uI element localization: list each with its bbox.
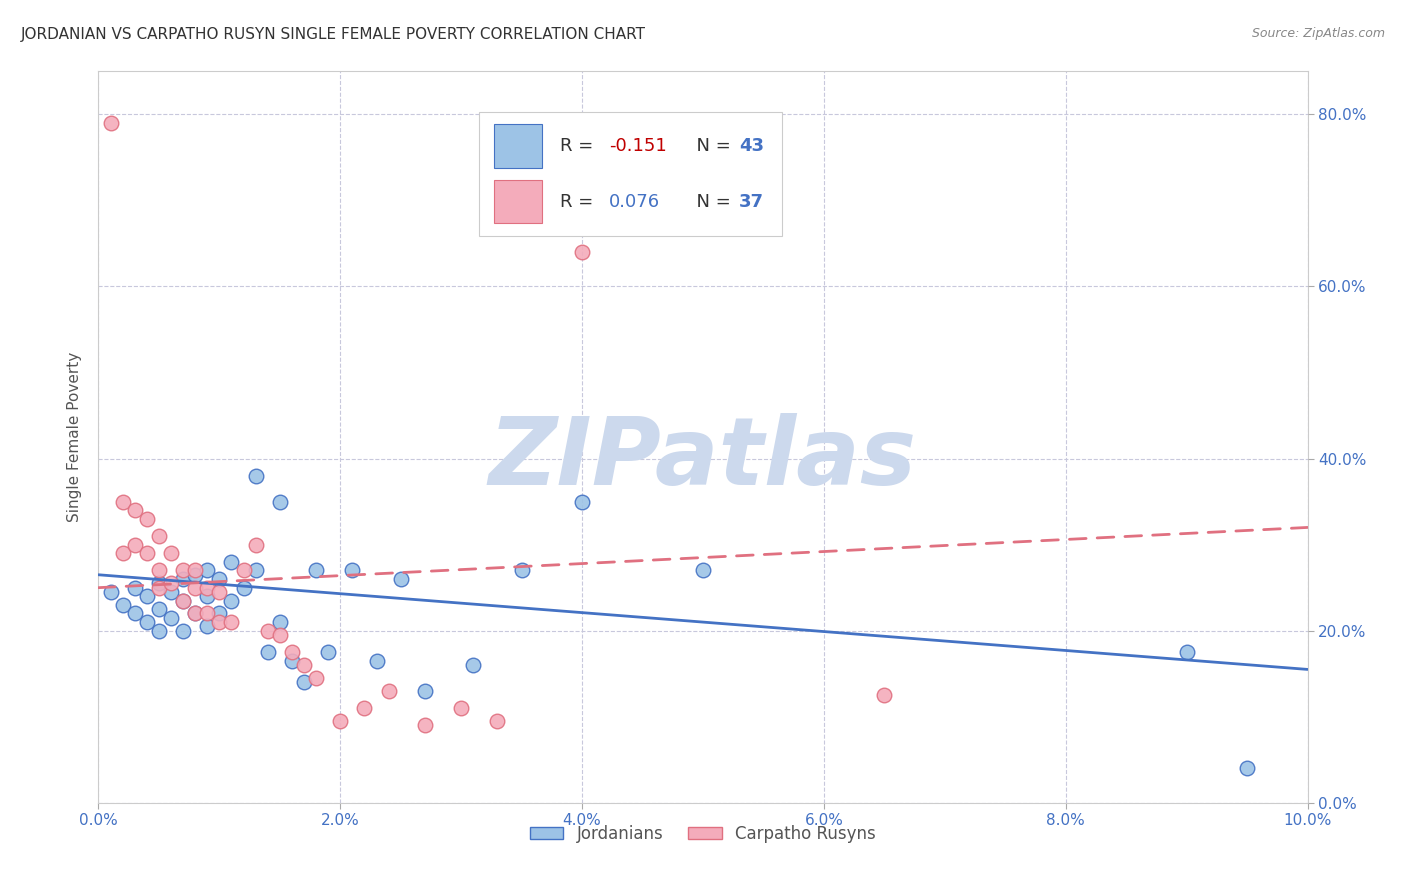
Point xyxy=(208,615,231,629)
Point xyxy=(510,564,533,578)
Point xyxy=(124,503,146,517)
Point xyxy=(135,589,157,603)
Point xyxy=(389,572,412,586)
Point xyxy=(281,645,304,659)
Point xyxy=(160,576,183,591)
Point xyxy=(124,538,146,552)
Point xyxy=(463,658,485,673)
Point xyxy=(256,645,278,659)
FancyBboxPatch shape xyxy=(479,112,782,235)
Point xyxy=(124,607,146,621)
Point xyxy=(184,567,207,582)
Point xyxy=(100,116,122,130)
Point xyxy=(172,593,194,607)
Point xyxy=(172,572,194,586)
Point xyxy=(269,494,291,508)
Point xyxy=(413,684,436,698)
Point xyxy=(184,607,207,621)
Point xyxy=(221,615,243,629)
Text: 43: 43 xyxy=(740,136,765,154)
Point xyxy=(342,564,364,578)
Point xyxy=(232,564,254,578)
Point xyxy=(245,468,267,483)
Point xyxy=(208,585,231,599)
Point xyxy=(873,688,896,702)
Point xyxy=(232,581,254,595)
Point xyxy=(245,538,267,552)
Text: 0.076: 0.076 xyxy=(609,193,659,211)
Point xyxy=(111,598,134,612)
Point xyxy=(160,546,183,560)
Text: R =: R = xyxy=(561,136,599,154)
Point xyxy=(111,494,134,508)
FancyBboxPatch shape xyxy=(494,124,543,168)
Text: -0.151: -0.151 xyxy=(609,136,666,154)
Point xyxy=(160,611,183,625)
Text: ZIPatlas: ZIPatlas xyxy=(489,413,917,505)
Point xyxy=(221,593,243,607)
Point xyxy=(135,512,157,526)
Point xyxy=(571,245,593,260)
Point xyxy=(208,607,231,621)
Point xyxy=(269,615,291,629)
Point xyxy=(124,581,146,595)
FancyBboxPatch shape xyxy=(494,179,543,224)
Point xyxy=(148,564,170,578)
Point xyxy=(172,624,194,638)
Point xyxy=(172,564,194,578)
Point xyxy=(329,714,352,728)
Point xyxy=(316,645,339,659)
Point xyxy=(195,581,218,595)
Point xyxy=(148,529,170,543)
Text: N =: N = xyxy=(685,193,737,211)
Text: JORDANIAN VS CARPATHO RUSYN SINGLE FEMALE POVERTY CORRELATION CHART: JORDANIAN VS CARPATHO RUSYN SINGLE FEMAL… xyxy=(21,27,647,42)
Y-axis label: Single Female Poverty: Single Female Poverty xyxy=(67,352,83,522)
Point xyxy=(1175,645,1198,659)
Point xyxy=(135,615,157,629)
Point xyxy=(172,593,194,607)
Point xyxy=(195,607,218,621)
Point xyxy=(353,701,375,715)
Text: 37: 37 xyxy=(740,193,765,211)
Point xyxy=(135,546,157,560)
Point xyxy=(450,701,472,715)
Point xyxy=(184,564,207,578)
Point xyxy=(111,546,134,560)
Text: Source: ZipAtlas.com: Source: ZipAtlas.com xyxy=(1251,27,1385,40)
Point xyxy=(1236,761,1258,775)
Point xyxy=(148,624,170,638)
Text: N =: N = xyxy=(685,136,737,154)
Point xyxy=(208,572,231,586)
Point xyxy=(305,564,328,578)
Legend: Jordanians, Carpatho Rusyns: Jordanians, Carpatho Rusyns xyxy=(523,818,883,849)
Point xyxy=(256,624,278,638)
Point xyxy=(292,658,315,673)
Point xyxy=(292,675,315,690)
Point xyxy=(413,718,436,732)
Point xyxy=(377,684,399,698)
Point xyxy=(160,585,183,599)
Point xyxy=(184,607,207,621)
Point xyxy=(195,564,218,578)
Point xyxy=(100,585,122,599)
Point xyxy=(281,654,304,668)
Point xyxy=(486,714,509,728)
Point xyxy=(195,619,218,633)
Point xyxy=(692,564,714,578)
Text: R =: R = xyxy=(561,193,599,211)
Point xyxy=(148,602,170,616)
Point xyxy=(571,494,593,508)
Point xyxy=(366,654,388,668)
Point xyxy=(148,581,170,595)
Point xyxy=(148,576,170,591)
Point xyxy=(195,589,218,603)
Point xyxy=(221,555,243,569)
Point xyxy=(184,581,207,595)
Point xyxy=(269,628,291,642)
Point xyxy=(245,564,267,578)
Point xyxy=(305,671,328,685)
